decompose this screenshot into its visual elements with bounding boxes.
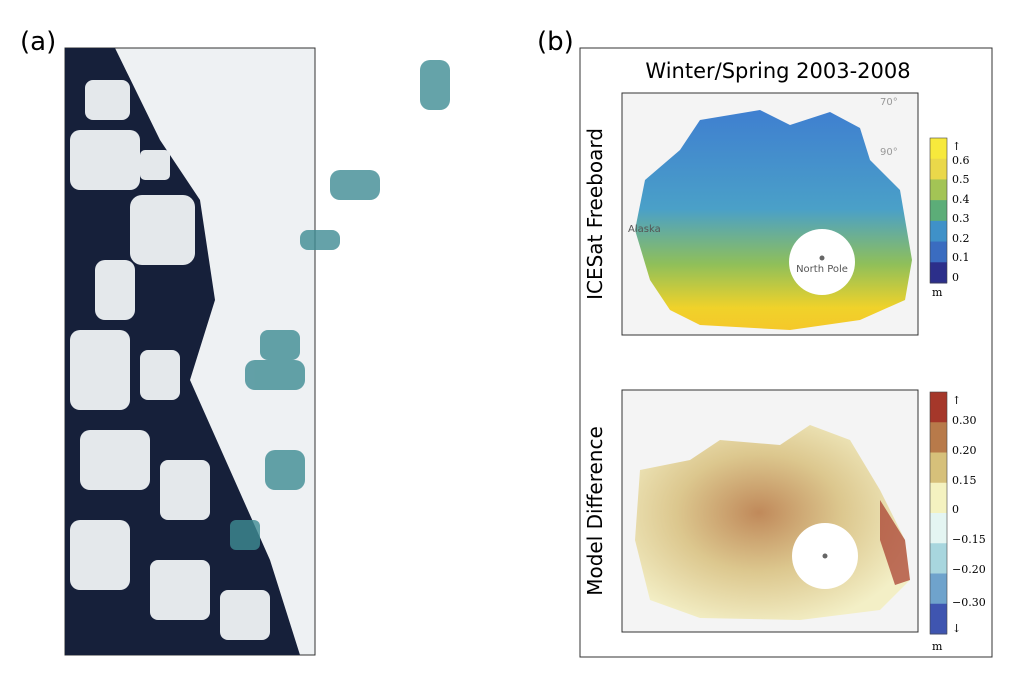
colorbar-swatch	[930, 138, 947, 160]
map-ylabel: ICESat Freeboard	[583, 128, 607, 300]
colorbar-frame	[929, 391, 948, 635]
map-annotation: 90°	[880, 147, 898, 158]
colorbar-label: −0.15	[952, 533, 986, 546]
colorbar-swatch	[930, 543, 947, 574]
colorbar-label: 0	[952, 271, 959, 284]
map-annotation: 70°	[880, 97, 898, 108]
map-annotation: Alaska	[628, 224, 661, 235]
colorbar-swatch	[930, 241, 947, 263]
colorbar-label: 0.4	[952, 193, 970, 206]
colorbar-swatch	[930, 262, 947, 284]
colorbar-swatch	[930, 513, 947, 544]
colorbar-label: −0.30	[952, 596, 986, 609]
colorbar-unit: m	[932, 286, 943, 299]
colorbar-swatch	[930, 179, 947, 201]
colorbar-swatch	[930, 422, 947, 453]
colorbar-label: ↑	[952, 394, 961, 407]
colorbar-swatch	[930, 158, 947, 180]
colorbar-swatch	[930, 392, 947, 423]
colorbar-label: ↓	[952, 622, 961, 635]
panel-label: (b)	[537, 27, 574, 57]
colorbar-label: 0.3	[952, 212, 970, 225]
colorbar-label: −0.20	[952, 563, 986, 576]
colorbar-unit: m	[932, 640, 943, 653]
map-annotation: North Pole	[796, 264, 848, 275]
colorbar-label: 0.1	[952, 251, 970, 264]
colorbar-swatch	[930, 452, 947, 484]
sea-ice-photo	[64, 47, 450, 656]
panel-label: (a)	[20, 27, 56, 57]
colorbar-swatch	[930, 603, 947, 635]
colorbar-label: 0.30	[952, 414, 977, 427]
freeboard-map	[621, 92, 919, 336]
colorbar-swatch	[930, 220, 947, 243]
colorbar-swatch	[930, 482, 947, 514]
panel-title: Winter/Spring 2003-2008	[645, 59, 910, 83]
colorbar-label: 0.5	[952, 173, 970, 186]
colorbar-label: 0.6	[952, 154, 970, 167]
model-difference-map	[621, 389, 919, 633]
colorbar-label: 0	[952, 503, 959, 516]
colorbar-label: 0.2	[952, 232, 970, 245]
colorbar-label: 0.15	[952, 474, 977, 487]
colorbar-label: ↑	[952, 140, 961, 153]
panel-frame	[579, 47, 993, 658]
colorbar-swatch	[930, 200, 947, 222]
map-ylabel: Model Difference	[583, 426, 607, 596]
colorbar-frame	[929, 137, 948, 284]
colorbar-swatch	[930, 573, 947, 605]
colorbar-label: 0.20	[952, 444, 977, 457]
